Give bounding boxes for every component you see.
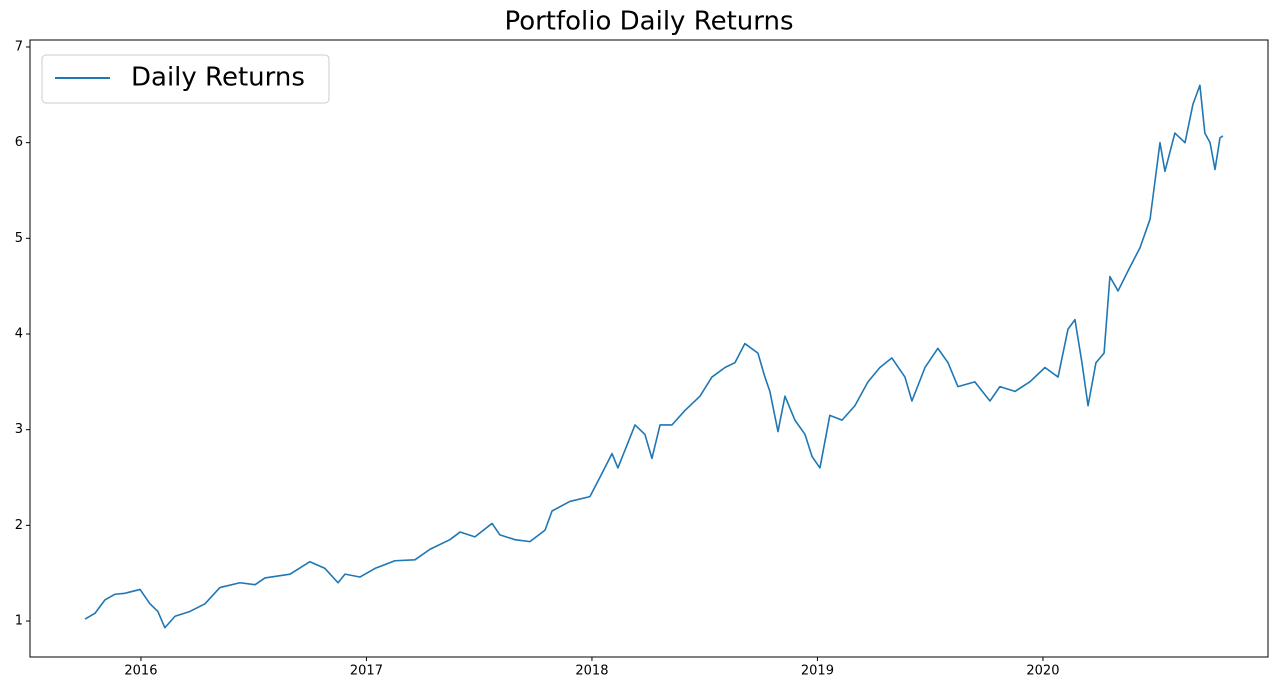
y-tick-label: 2 <box>15 518 23 533</box>
x-tick-label: 2016 <box>124 664 157 679</box>
data-line <box>84 84 1224 629</box>
x-tick-label: 2019 <box>801 664 834 679</box>
x-tick-label: 2017 <box>350 664 383 679</box>
axes-frame <box>29 39 1269 658</box>
y-tick-label: 7 <box>15 39 23 54</box>
y-tick-label: 3 <box>15 422 23 437</box>
y-tick-label: 4 <box>15 327 23 342</box>
x-tick-label: 2020 <box>1026 664 1059 679</box>
y-tick-label: 6 <box>15 135 23 150</box>
y-tick-label: 5 <box>15 231 23 246</box>
x-tick-label: 2018 <box>575 664 608 679</box>
chart-title: Portfolio Daily Returns <box>504 7 793 37</box>
legend-box <box>41 54 330 104</box>
legend-label: Daily Returns <box>131 63 305 93</box>
y-tick-label: 1 <box>15 614 23 629</box>
